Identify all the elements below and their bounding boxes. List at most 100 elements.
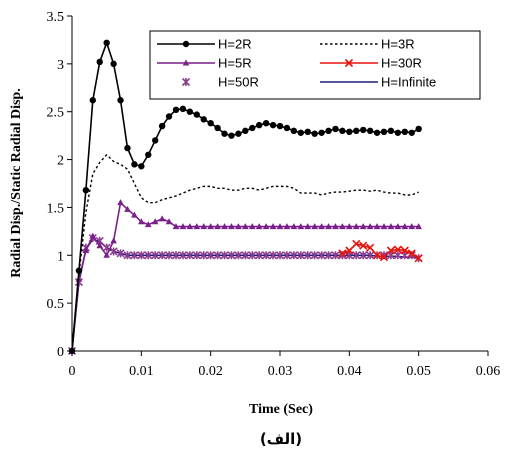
data-point-h-5r bbox=[207, 223, 214, 230]
data-point-h-30r bbox=[373, 251, 382, 260]
data-point-h-5r bbox=[96, 242, 104, 249]
data-point-h-5r bbox=[325, 223, 332, 230]
data-point-h-2r bbox=[110, 60, 117, 68]
legend-item-h-infinite: H=Infinite bbox=[320, 75, 436, 90]
data-point-h-5r bbox=[262, 223, 270, 230]
data-point-h-50r bbox=[275, 251, 285, 260]
data-point-h-2r bbox=[186, 108, 194, 115]
data-point-h-2r bbox=[96, 58, 103, 66]
legend-item-h-5r: H=5R bbox=[157, 56, 252, 71]
data-point-h-30r bbox=[407, 249, 416, 258]
data-point-h-50r bbox=[137, 251, 146, 260]
data-point-h-5r bbox=[82, 247, 90, 253]
data-point-h-5r bbox=[283, 223, 291, 230]
data-point-h-2r bbox=[290, 127, 298, 135]
x-tick-label: 0 bbox=[69, 364, 76, 379]
data-point-h-2r bbox=[380, 128, 388, 136]
data-point-h-50r bbox=[192, 251, 201, 260]
data-point-h-50r bbox=[151, 251, 160, 260]
x-tick-label: 0.03 bbox=[268, 364, 293, 379]
data-point-h-50r bbox=[144, 251, 153, 260]
data-point-h-50r bbox=[227, 251, 236, 260]
data-point-h-50r bbox=[109, 247, 118, 256]
data-point-h-5r bbox=[269, 223, 277, 230]
data-point-h-50r bbox=[317, 251, 326, 260]
data-point-h-5r bbox=[366, 223, 374, 230]
legend-item-h-2r: H=2R bbox=[157, 37, 252, 52]
data-point-h-5r bbox=[144, 221, 152, 228]
data-point-h-5r bbox=[200, 223, 208, 230]
data-point-h-50r bbox=[269, 251, 278, 260]
data-point-h-5r bbox=[255, 223, 263, 230]
y-axis-title: Radial Disp./Static Radial Disp. bbox=[9, 88, 24, 277]
data-point-h-5r bbox=[228, 223, 235, 230]
data-point-h-5r bbox=[346, 223, 353, 230]
axes: 0 0.5 1 1.5 2 2.5 3 3.5 0 0.01 0.02 0.03 0.04 0.05 0.0… bbox=[47, 10, 501, 379]
data-point-h-5r bbox=[387, 223, 395, 230]
data-point-h-30r bbox=[379, 253, 389, 262]
data-point-h-5r bbox=[193, 223, 201, 230]
data-point-h-2r bbox=[339, 127, 346, 135]
data-point-h-50r bbox=[123, 251, 132, 260]
data-point-h-2r bbox=[82, 187, 90, 194]
data-point-h-2r bbox=[269, 121, 277, 129]
data-point-h-5r bbox=[214, 223, 221, 230]
data-point-h-2r bbox=[262, 120, 270, 127]
data-point-h-2r bbox=[207, 120, 214, 127]
legend-marker-h-5r bbox=[182, 59, 190, 66]
data-point-h-5r bbox=[408, 223, 416, 230]
data-point-h-50r bbox=[324, 251, 333, 260]
data-point-h-5r bbox=[373, 223, 381, 230]
data-point-h-5r bbox=[158, 215, 166, 222]
data-point-h-2r bbox=[221, 130, 228, 137]
data-point-h-5r bbox=[179, 223, 187, 230]
data-point-h-5r bbox=[165, 218, 173, 225]
data-point-h-5r bbox=[131, 211, 138, 218]
data-point-h-30r bbox=[345, 246, 354, 255]
data-point-h-2r bbox=[75, 267, 83, 274]
series-h-50r bbox=[67, 233, 423, 356]
data-point-h-2r bbox=[256, 121, 263, 129]
data-point-h-5r bbox=[151, 218, 159, 225]
data-point-h-2r bbox=[408, 129, 415, 136]
data-point-h-2r bbox=[138, 163, 145, 170]
data-point-h-30r bbox=[338, 249, 347, 258]
data-point-h-2r bbox=[103, 39, 110, 46]
data-point-h-2r bbox=[283, 124, 291, 132]
x-tick-label: 0.04 bbox=[337, 364, 362, 379]
data-point-h-5r bbox=[352, 223, 360, 230]
data-point-h-2r bbox=[311, 130, 318, 137]
data-point-h-5r bbox=[339, 223, 346, 230]
data-point-h-2r bbox=[249, 124, 256, 132]
data-point-h-2r bbox=[242, 127, 249, 135]
data-point-h-2r bbox=[401, 128, 408, 136]
series-line-h-3r bbox=[71, 154, 419, 352]
y-tick-label: 3.5 bbox=[47, 10, 65, 25]
data-point-h-5r bbox=[124, 205, 131, 212]
legend-label-h-30r: H=30R bbox=[381, 56, 422, 71]
data-point-h-2r bbox=[360, 126, 367, 134]
data-point-h-5r bbox=[103, 251, 110, 258]
legend-item-h-3r: H=3R bbox=[320, 37, 415, 52]
data-point-h-2r bbox=[200, 116, 207, 123]
data-point-h-50r bbox=[359, 251, 368, 260]
data-point-h-5r bbox=[235, 223, 242, 230]
data-point-h-50r bbox=[255, 251, 264, 260]
data-point-h-5r bbox=[138, 218, 145, 225]
legend-marker-h-30r bbox=[344, 58, 354, 68]
data-point-h-2r bbox=[332, 125, 339, 133]
data-point-h-5r bbox=[290, 223, 298, 230]
data-point-h-50r bbox=[185, 251, 194, 260]
data-point-h-2r bbox=[415, 125, 422, 133]
data-point-h-2r bbox=[172, 106, 180, 114]
y-tick-label: 2.5 bbox=[47, 106, 65, 121]
data-point-h-50r bbox=[171, 251, 181, 260]
legend: H=2R H=3R H=5R H=30R H=50R H=Infinite bbox=[149, 30, 481, 100]
data-point-h-5r bbox=[394, 223, 402, 230]
data-point-h-50r bbox=[303, 251, 312, 260]
data-point-h-5r bbox=[311, 223, 318, 230]
data-point-h-2r bbox=[179, 105, 187, 113]
data-point-h-30r bbox=[352, 239, 361, 248]
y-tick-label: 2 bbox=[57, 154, 64, 169]
